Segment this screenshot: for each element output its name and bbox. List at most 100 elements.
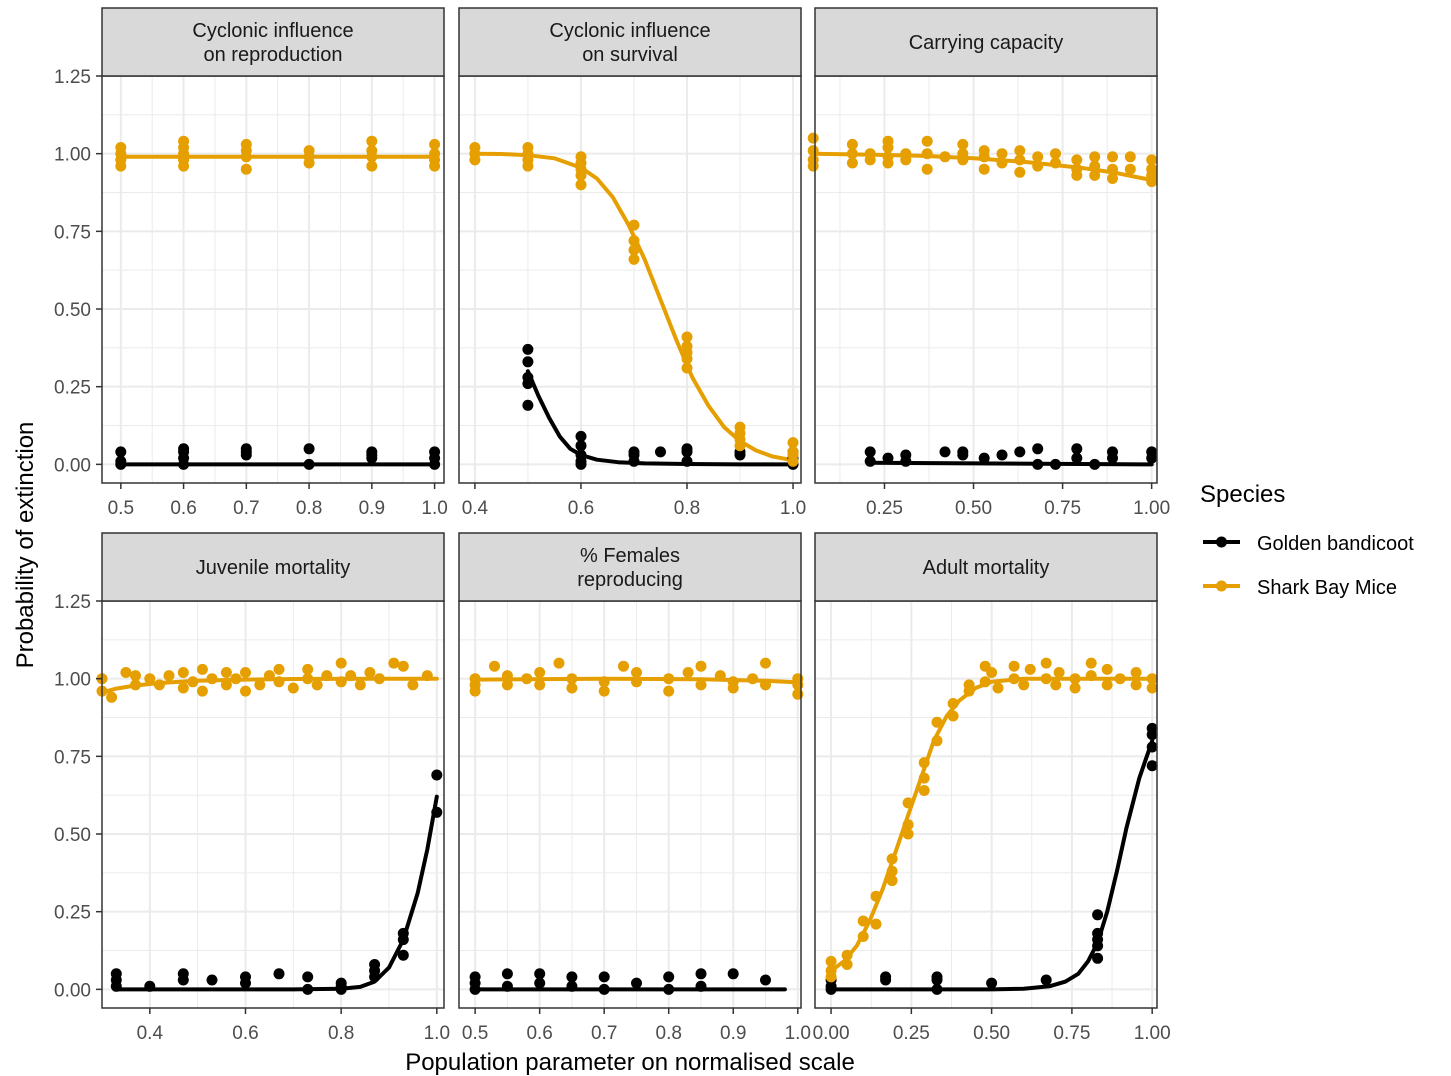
data-point-golden-bandicoot: [1146, 729, 1158, 741]
x-tick-label: 1.00: [1133, 498, 1170, 519]
fit-line-golden-bandicoot: [114, 794, 439, 992]
data-point-shark-bay-mice: [986, 667, 998, 678]
data-point-shark-bay-mice: [882, 142, 894, 153]
data-point-shark-bay-mice: [1124, 151, 1136, 163]
data-point-golden-bandicoot: [695, 968, 707, 980]
data-point-shark-bay-mice: [1014, 145, 1026, 157]
data-point-shark-bay-mice: [240, 151, 252, 163]
data-point-shark-bay-mice: [978, 151, 990, 163]
data-point-golden-bandicoot: [115, 458, 127, 470]
data-point-shark-bay-mice: [825, 971, 837, 983]
panel-3: Carrying capacity 0.25 0.50 0.75 1.00: [807, 7, 1170, 519]
panel-title: Juvenile mortality: [196, 557, 351, 579]
data-point-shark-bay-mice: [870, 918, 882, 930]
x-tick-label: 0.9: [359, 498, 385, 519]
data-point-golden-bandicoot: [864, 455, 876, 467]
data-point-shark-bay-mice: [631, 667, 642, 678]
data-point-golden-bandicoot: [1092, 940, 1104, 952]
data-point-shark-bay-mice: [663, 685, 675, 697]
data-point-shark-bay-mice: [947, 698, 959, 709]
x-tick-label: 0.8: [656, 1023, 682, 1044]
data-point-shark-bay-mice: [220, 667, 232, 678]
data-point-shark-bay-mice: [807, 132, 819, 144]
data-point-golden-bandicoot: [429, 458, 441, 470]
data-point-shark-bay-mice: [153, 679, 165, 691]
legend-dot-shark-bay-mice: [1216, 580, 1227, 592]
data-point-shark-bay-mice: [1040, 673, 1052, 685]
data-point-shark-bay-mice: [681, 353, 693, 365]
panel-background: [102, 76, 444, 483]
data-point-shark-bay-mice: [130, 670, 141, 682]
x-tick-label: 0.25: [866, 498, 903, 519]
data-point-shark-bay-mice: [663, 673, 675, 685]
data-point-shark-bay-mice: [1089, 151, 1101, 163]
data-point-shark-bay-mice: [1032, 160, 1044, 172]
data-point-shark-bay-mice: [902, 819, 914, 831]
data-point-shark-bay-mice: [130, 679, 141, 691]
data-point-shark-bay-mice: [1014, 166, 1026, 178]
data-point-shark-bay-mice: [1071, 169, 1083, 181]
data-point-shark-bay-mice: [886, 865, 898, 877]
data-point-shark-bay-mice: [144, 673, 156, 685]
data-point-shark-bay-mice: [240, 667, 251, 678]
data-point-golden-bandicoot: [522, 356, 534, 368]
data-point-shark-bay-mice: [534, 667, 546, 678]
data-point-shark-bay-mice: [178, 160, 190, 172]
data-point-shark-bay-mice: [534, 679, 546, 691]
data-point-shark-bay-mice: [886, 875, 898, 887]
data-point-shark-bay-mice: [682, 667, 694, 678]
data-point-shark-bay-mice: [947, 710, 959, 722]
data-point-golden-bandicoot: [302, 971, 314, 983]
data-point-golden-bandicoot: [900, 455, 912, 467]
data-point-shark-bay-mice: [841, 959, 853, 970]
legend-dot-golden-bandicoot: [1216, 536, 1227, 548]
data-point-shark-bay-mice: [187, 676, 199, 688]
data-point-shark-bay-mice: [760, 657, 771, 669]
data-point-shark-bay-mice: [695, 660, 707, 672]
legend-label-golden-bandicoot: Golden bandicoot: [1257, 533, 1414, 555]
y-tick-label: 1.25: [54, 67, 91, 88]
y-tick-label: 0.50: [54, 825, 91, 846]
data-point-golden-bandicoot: [631, 977, 642, 989]
data-point-shark-bay-mice: [1050, 157, 1061, 169]
data-point-shark-bay-mice: [469, 685, 481, 697]
x-tick-label: 0.25: [893, 1023, 930, 1044]
data-point-golden-bandicoot: [1092, 909, 1104, 921]
x-tick-label: 0.5: [462, 1023, 488, 1044]
data-point-shark-bay-mice: [681, 331, 693, 343]
data-point-golden-bandicoot: [206, 974, 218, 986]
data-point-golden-bandicoot: [825, 983, 837, 995]
data-point-golden-bandicoot: [1050, 458, 1061, 470]
legend-title: Species: [1200, 481, 1285, 508]
data-point-shark-bay-mice: [681, 362, 693, 374]
data-point-shark-bay-mice: [566, 673, 578, 685]
data-point-shark-bay-mice: [921, 163, 933, 175]
y-tick-label: 0.75: [54, 222, 91, 243]
data-point-shark-bay-mice: [857, 931, 869, 942]
data-point-shark-bay-mice: [366, 151, 378, 163]
data-point-shark-bay-mice: [979, 676, 991, 688]
panel-background: [459, 76, 801, 483]
data-point-shark-bay-mice: [311, 679, 323, 691]
data-point-shark-bay-mice: [240, 685, 251, 697]
data-point-shark-bay-mice: [957, 154, 969, 166]
panel-background: [815, 76, 1157, 483]
legend-label-shark-bay-mice: Shark Bay Mice: [1257, 577, 1397, 599]
data-point-shark-bay-mice: [366, 160, 378, 172]
data-point-golden-bandicoot: [727, 968, 739, 980]
data-point-golden-bandicoot: [663, 983, 675, 995]
data-point-shark-bay-mice: [598, 676, 610, 688]
strip-background: [458, 7, 802, 77]
data-point-shark-bay-mice: [628, 244, 640, 256]
data-point-golden-bandicoot: [575, 440, 587, 452]
data-point-shark-bay-mice: [263, 670, 275, 682]
panel-title-line: Cyclonic influence: [549, 20, 710, 42]
x-tick-label: 0.6: [170, 498, 196, 519]
x-axis-title: Population parameter on normalised scale: [405, 1049, 855, 1076]
data-point-golden-bandicoot: [957, 449, 969, 461]
data-point-shark-bay-mice: [1053, 667, 1065, 678]
data-point-golden-bandicoot: [882, 452, 894, 464]
data-point-shark-bay-mice: [575, 169, 587, 181]
data-point-shark-bay-mice: [397, 660, 409, 672]
